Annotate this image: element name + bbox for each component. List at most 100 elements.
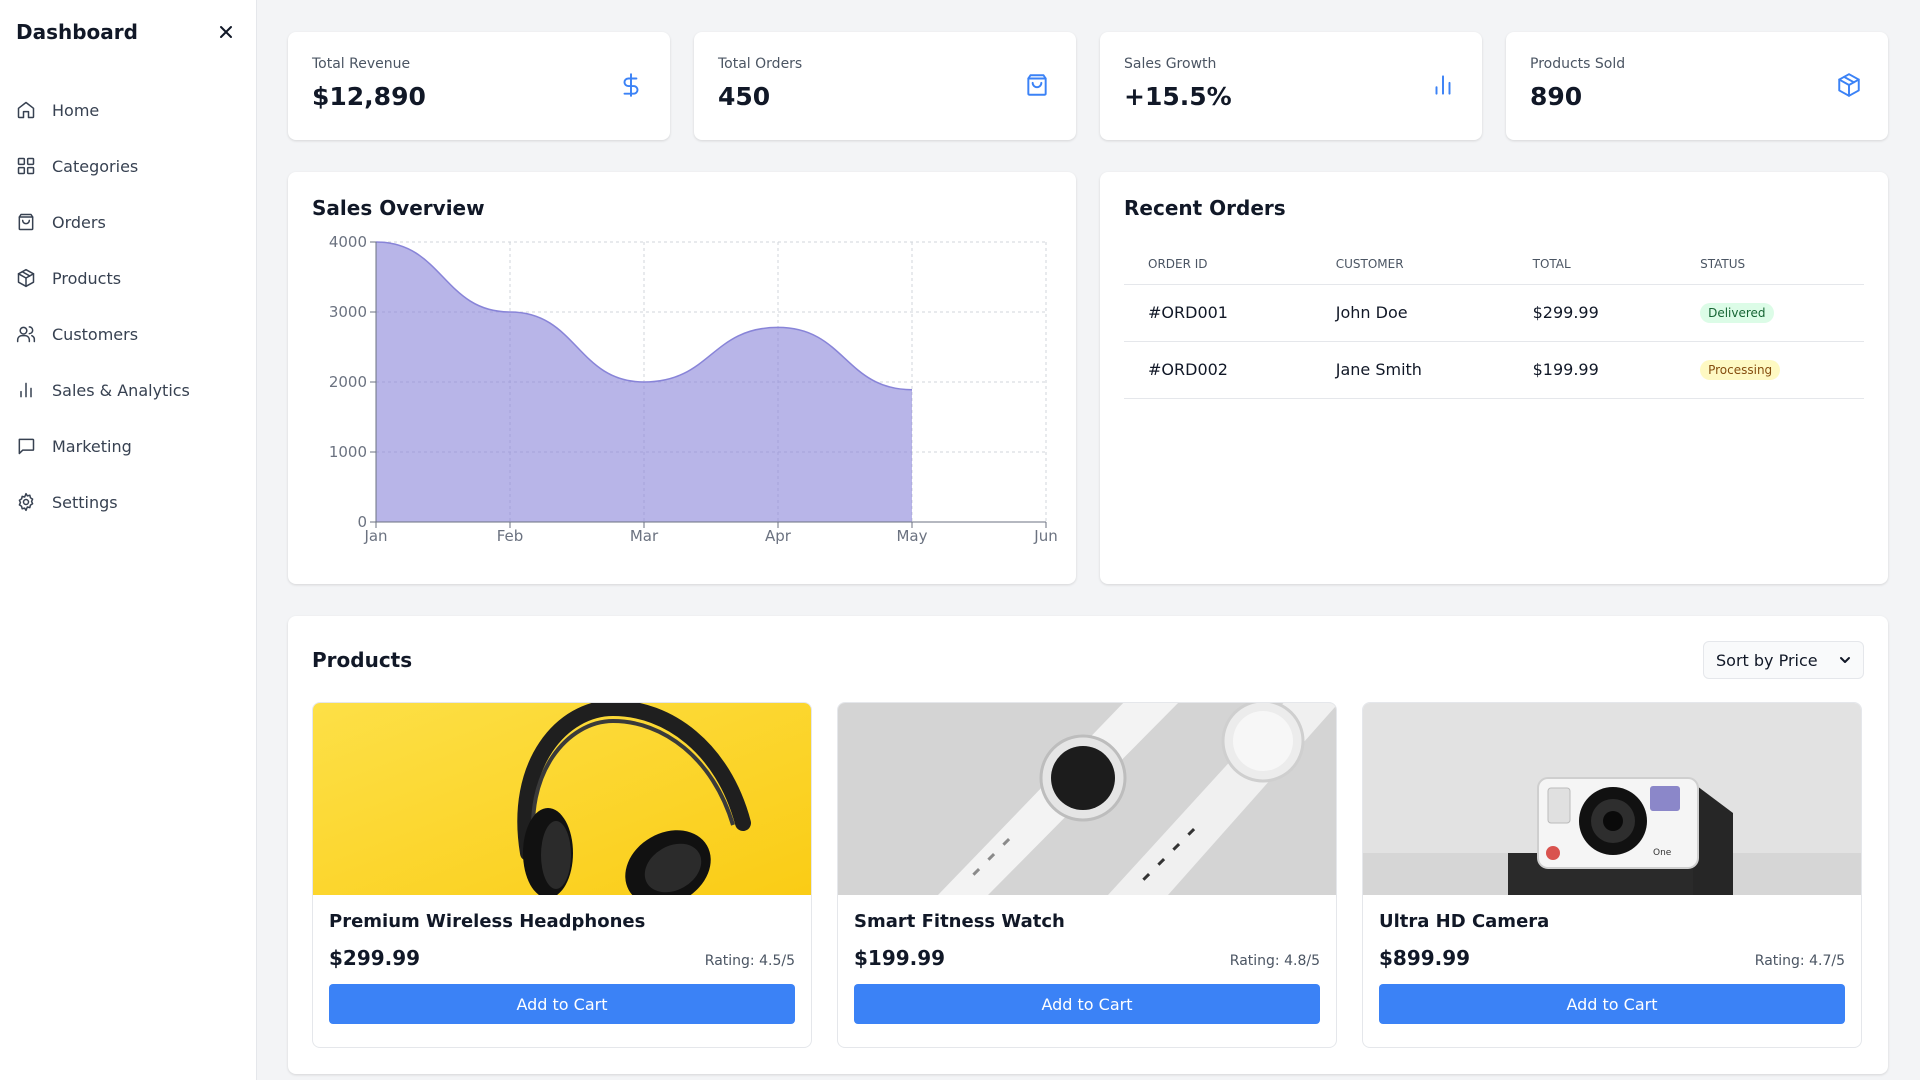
overview-row: Sales Overview 0 1000 2000 3000 4000 Jan Feb Ma…	[288, 172, 1888, 584]
x-tick-label: Jun	[1033, 527, 1057, 545]
dollar-icon	[618, 72, 644, 98]
product-meta: $899.99 Rating: 4.7/5	[1379, 946, 1845, 970]
headphones-photo	[313, 703, 811, 895]
grid-icon	[16, 156, 36, 176]
order-customer: Jane Smith	[1311, 341, 1509, 399]
sidebar-item-home[interactable]: Home	[0, 82, 256, 138]
package-icon	[1836, 72, 1862, 98]
table-row[interactable]: #ORD001 John Doe $299.99 Delivered	[1124, 284, 1864, 342]
sidebar-item-label: Categories	[52, 156, 139, 176]
product-rating: Rating: 4.8/5	[1229, 953, 1320, 969]
add-to-cart-button[interactable]: Add to Cart	[329, 984, 795, 1024]
order-total: $199.99	[1508, 341, 1677, 399]
column-header: ORDER ID	[1124, 244, 1312, 285]
sidebar-item-categories[interactable]: Categories	[0, 138, 256, 194]
stat-label: Total Revenue	[312, 56, 411, 72]
sidebar-item-label: Orders	[52, 212, 106, 232]
product-name: Premium Wireless Headphones	[329, 911, 646, 932]
product-body: Premium Wireless Headphones $299.99 Rati…	[313, 895, 811, 1040]
stats-row: Total Revenue $12,890 Total Orders 450 S…	[288, 32, 1888, 140]
stat-label: Total Orders	[718, 56, 803, 72]
column-header: STATUS	[1676, 244, 1864, 285]
sales-overview-card: Sales Overview 0 1000 2000 3000 4000 Jan Feb Ma…	[288, 172, 1076, 584]
sidebar-item-label: Customers	[52, 324, 139, 344]
order-id: #ORD002	[1124, 341, 1312, 399]
product-meta: $199.99 Rating: 4.8/5	[854, 946, 1320, 970]
x-tick-label: Feb	[497, 527, 524, 545]
sidebar-nav: Home Categories Orders Products Customer…	[0, 82, 256, 530]
sidebar-item-label: Sales & Analytics	[52, 380, 190, 400]
stat-card-total-orders: Total Orders 450	[694, 32, 1076, 140]
bar-chart-icon	[1430, 72, 1456, 98]
table-row[interactable]: #ORD002 Jane Smith $199.99 Processing	[1124, 341, 1864, 399]
stat-value: 890	[1530, 82, 1583, 111]
sidebar: Dashboard Home Categories Orders Product…	[0, 0, 257, 1080]
product-rating: Rating: 4.7/5	[1754, 953, 1845, 969]
stat-card-products-sold: Products Sold 890	[1506, 32, 1888, 140]
column-header: TOTAL	[1508, 244, 1677, 285]
shopping-bag-icon	[16, 212, 36, 232]
bar-chart-icon	[16, 380, 36, 400]
order-total: $299.99	[1508, 284, 1677, 342]
sidebar-item-products[interactable]: Products	[0, 250, 256, 306]
sidebar-item-label: Home	[52, 100, 100, 120]
smartwatch-photo	[838, 703, 1336, 895]
sidebar-item-customers[interactable]: Customers	[0, 306, 256, 362]
add-to-cart-button[interactable]: Add to Cart	[1379, 984, 1845, 1024]
close-icon	[220, 26, 232, 38]
home-icon	[16, 100, 36, 120]
message-icon	[16, 436, 36, 456]
stat-value: $12,890	[312, 82, 426, 111]
order-status-cell: Delivered	[1676, 284, 1864, 342]
sales-overview-title: Sales Overview	[312, 196, 485, 220]
products-title: Products	[312, 648, 413, 672]
close-sidebar-button[interactable]	[212, 18, 240, 46]
product-name: Ultra HD Camera	[1379, 911, 1550, 932]
x-tick-label: Apr	[765, 527, 792, 545]
products-card: Products Sort by Price	[288, 616, 1888, 1074]
y-tick-label: 3000	[329, 303, 367, 321]
shopping-bag-icon	[1024, 72, 1050, 98]
product-body: Smart Fitness Watch $199.99 Rating: 4.8/…	[838, 895, 1336, 1040]
product-rating: Rating: 4.5/5	[704, 953, 795, 969]
product-card: Premium Wireless Headphones $299.99 Rati…	[312, 702, 812, 1048]
x-tick-label: May	[896, 527, 927, 545]
product-card: Smart Fitness Watch $199.99 Rating: 4.8/…	[837, 702, 1337, 1048]
product-meta: $299.99 Rating: 4.5/5	[329, 946, 795, 970]
product-price: $899.99	[1379, 946, 1471, 970]
recent-orders-title: Recent Orders	[1124, 196, 1286, 220]
stat-card-total-revenue: Total Revenue $12,890	[288, 32, 670, 140]
product-name: Smart Fitness Watch	[854, 911, 1065, 932]
table-header-row: ORDER ID CUSTOMER TOTAL STATUS	[1124, 244, 1864, 285]
product-price: $199.99	[854, 946, 946, 970]
sidebar-item-label: Products	[52, 268, 122, 288]
add-to-cart-button[interactable]: Add to Cart	[854, 984, 1320, 1024]
sidebar-item-sales-analytics[interactable]: Sales & Analytics	[0, 362, 256, 418]
products-header: Products Sort by Price	[312, 640, 1864, 680]
product-card: One Ultra HD Camera $899.99 Rating: 4.7/…	[1362, 702, 1862, 1048]
order-status-cell: Processing	[1676, 341, 1864, 399]
stat-label: Sales Growth	[1124, 56, 1217, 72]
status-badge: Processing	[1700, 360, 1781, 380]
x-tick-label: Jan	[363, 527, 387, 545]
y-tick-label: 4000	[329, 233, 367, 251]
sales-chart: 0 1000 2000 3000 4000 Jan Feb Mar Apr May Jun	[329, 233, 1058, 545]
sort-select[interactable]: Sort by Price	[1703, 641, 1864, 679]
sidebar-header: Dashboard	[0, 0, 256, 64]
sidebar-item-orders[interactable]: Orders	[0, 194, 256, 250]
order-customer: John Doe	[1311, 284, 1509, 342]
sales-line	[375, 241, 913, 391]
stat-value: 450	[718, 82, 771, 111]
sidebar-title: Dashboard	[16, 20, 138, 44]
stat-value: +15.5%	[1124, 82, 1232, 111]
product-body: Ultra HD Camera $899.99 Rating: 4.7/5 Ad…	[1363, 895, 1861, 1040]
status-badge: Delivered	[1700, 303, 1774, 323]
y-tick-label: 2000	[329, 373, 367, 391]
orders-table: ORDER ID CUSTOMER TOTAL STATUS #ORD001 J…	[1124, 244, 1864, 399]
main-content: Total Revenue $12,890 Total Orders 450 S…	[288, 32, 1888, 1074]
sidebar-item-marketing[interactable]: Marketing	[0, 418, 256, 474]
stat-card-sales-growth: Sales Growth +15.5%	[1100, 32, 1482, 140]
sidebar-item-settings[interactable]: Settings	[0, 474, 256, 530]
product-price: $299.99	[329, 946, 421, 970]
column-header: CUSTOMER	[1311, 244, 1509, 285]
